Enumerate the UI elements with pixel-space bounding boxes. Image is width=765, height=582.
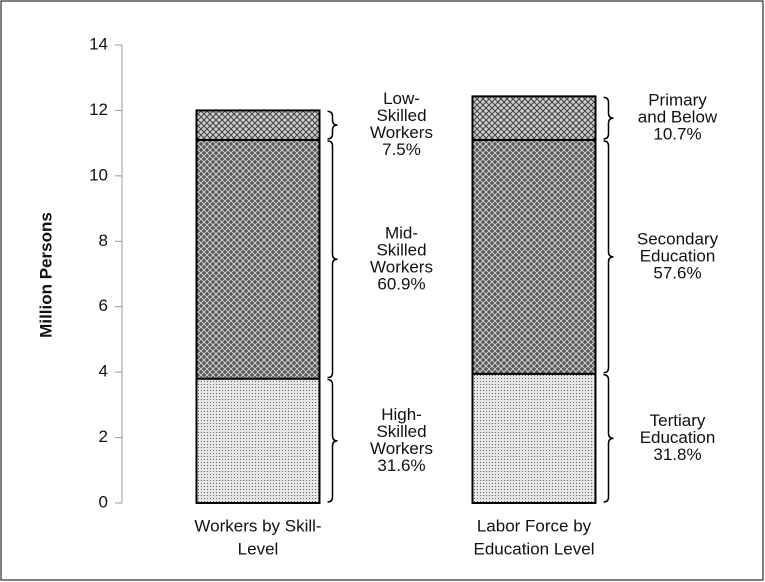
x-tick-label: Workers by Skill- bbox=[194, 516, 321, 535]
segment-label: 7.5% bbox=[382, 140, 421, 159]
y-tick-label: 8 bbox=[99, 231, 108, 250]
y-tick-label: 0 bbox=[99, 492, 108, 511]
segment-label: Skilled bbox=[376, 106, 426, 125]
bar-segment bbox=[471, 95, 597, 141]
y-tick-label: 6 bbox=[99, 296, 108, 315]
y-tick-label: 10 bbox=[89, 165, 108, 184]
segment-label: and Below bbox=[638, 108, 718, 127]
segment-label: Mid- bbox=[385, 223, 418, 242]
segment-label: Secondary bbox=[637, 229, 719, 248]
bracket bbox=[603, 374, 614, 503]
segment-label: 31.8% bbox=[653, 445, 701, 464]
y-axis-title: Million Persons bbox=[36, 212, 55, 338]
bracket bbox=[603, 140, 614, 374]
bar-segment bbox=[195, 138, 321, 380]
y-tick-label: 14 bbox=[89, 34, 108, 53]
y-tick-label: 12 bbox=[89, 100, 108, 119]
x-tick-label: Level bbox=[238, 539, 279, 558]
bracket bbox=[603, 96, 614, 140]
segment-label: 60.9% bbox=[377, 274, 425, 293]
bar-segment bbox=[195, 377, 321, 504]
segment-label: Primary bbox=[648, 91, 707, 110]
segment-label: Skilled bbox=[376, 422, 426, 441]
x-tick-label: Education Level bbox=[474, 539, 595, 558]
segment-label: Low- bbox=[383, 89, 420, 108]
x-tick-label: Labor Force by bbox=[477, 516, 592, 535]
bar-segment bbox=[195, 109, 321, 141]
segment-label: Education bbox=[640, 246, 716, 265]
segment-label: Workers bbox=[370, 257, 433, 276]
segment-label: Skilled bbox=[376, 240, 426, 259]
segment-label: Tertiary bbox=[650, 411, 706, 430]
bar-segment bbox=[471, 372, 597, 504]
segment-label: Workers bbox=[370, 123, 433, 142]
segment-label: 57.6% bbox=[653, 263, 701, 282]
y-tick-label: 4 bbox=[99, 362, 108, 381]
bracket bbox=[327, 110, 338, 140]
bar-segment bbox=[471, 138, 597, 375]
bracket bbox=[327, 378, 338, 503]
y-tick-label: 2 bbox=[99, 427, 108, 446]
segment-label: Education bbox=[640, 428, 716, 447]
segment-label: High- bbox=[381, 405, 422, 424]
bracket bbox=[327, 140, 338, 379]
segment-label: 31.6% bbox=[377, 456, 425, 475]
segment-label: Workers bbox=[370, 439, 433, 458]
segment-label: 10.7% bbox=[653, 125, 701, 144]
